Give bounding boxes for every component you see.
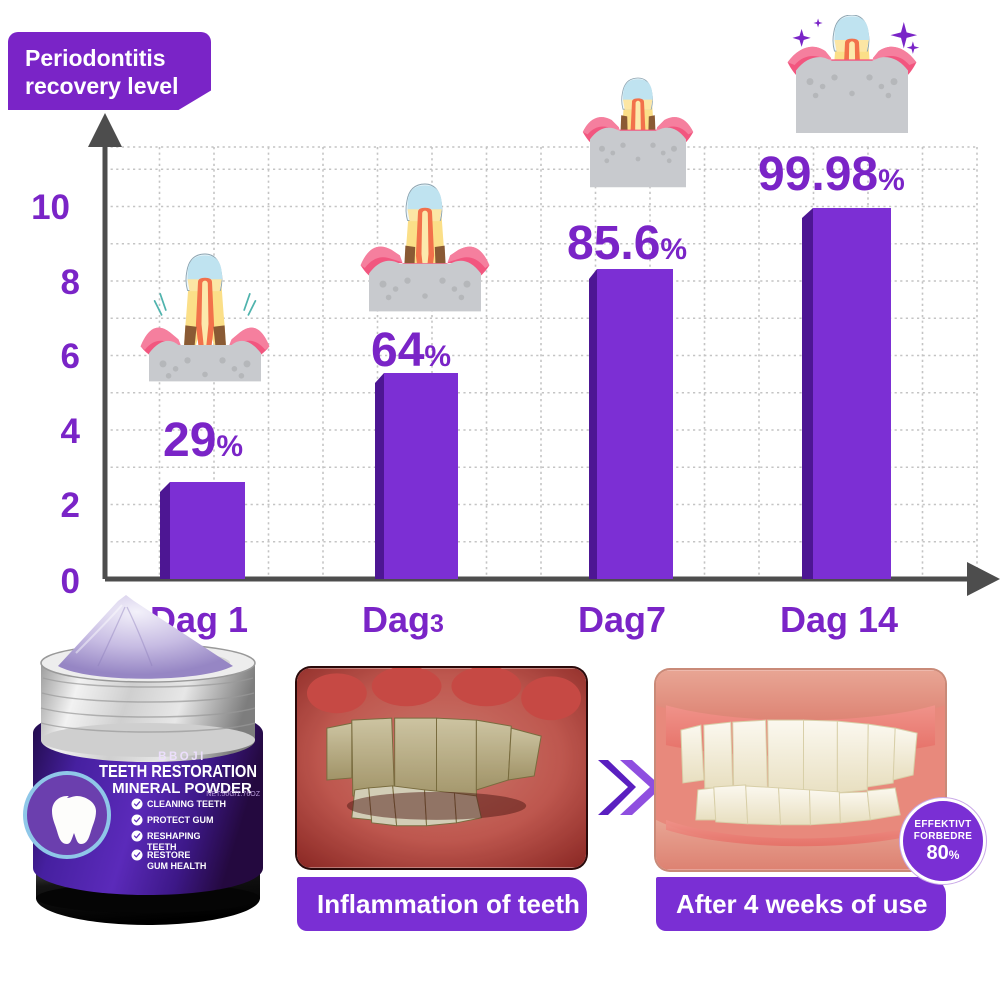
svg-text:Dag7: Dag7 (578, 599, 666, 640)
svg-text:PROTECT GUM: PROTECT GUM (147, 815, 214, 825)
svg-text:GUM HEALTH: GUM HEALTH (147, 861, 206, 871)
svg-text:TEETH RESTORATION: TEETH RESTORATION (99, 761, 257, 781)
svg-text:29%: 29% (163, 414, 243, 467)
svg-text:2: 2 (61, 486, 80, 525)
svg-text:85.6%: 85.6% (567, 217, 687, 270)
svg-text:Dag3: Dag3 (362, 599, 444, 640)
svg-text:64%: 64% (371, 324, 451, 377)
svg-text:RESTORE: RESTORE (147, 850, 190, 860)
svg-text:8: 8 (61, 263, 80, 302)
svg-text:99.98%: 99.98% (758, 148, 905, 201)
svg-text:RESHAPING: RESHAPING (147, 831, 201, 841)
svg-text:NET:50G/1.76OZ: NET:50G/1.76OZ (206, 791, 260, 798)
svg-text:Dag 14: Dag 14 (780, 599, 898, 640)
svg-text:4: 4 (61, 412, 81, 451)
svg-text:CLEANING TEETH: CLEANING TEETH (147, 799, 226, 809)
svg-text:6: 6 (61, 337, 80, 376)
svg-text:10: 10 (31, 188, 70, 227)
